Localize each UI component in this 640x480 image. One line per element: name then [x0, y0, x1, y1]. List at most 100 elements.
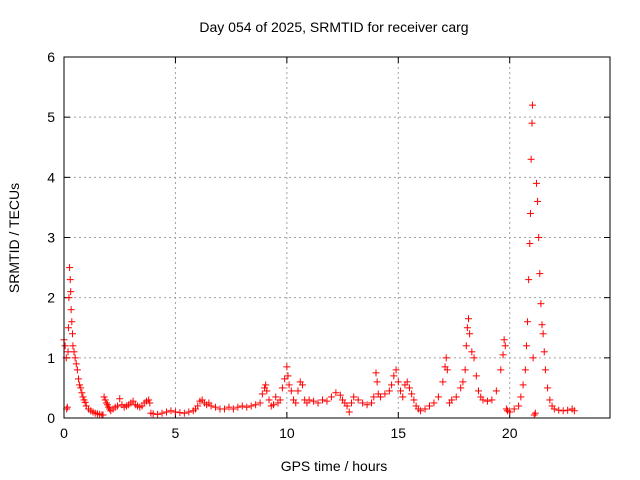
- data-point: [368, 399, 376, 407]
- data-point: [67, 288, 75, 296]
- data-point: [292, 399, 300, 407]
- data-point: [64, 348, 72, 356]
- data-point: [448, 396, 456, 404]
- y-axis-label: SRMTID / TECUs: [6, 183, 22, 293]
- data-point: [81, 398, 89, 406]
- y-tick-label: 4: [47, 169, 55, 185]
- data-point: [281, 375, 289, 383]
- data-point: [525, 276, 533, 284]
- data-point: [100, 393, 108, 401]
- grid-lines: [64, 57, 610, 418]
- chart-title: Day 054 of 2025, SRMTID for receiver car…: [199, 19, 468, 35]
- data-point: [425, 402, 433, 410]
- data-point: [468, 348, 476, 356]
- data-point: [373, 378, 381, 386]
- data-point: [185, 408, 193, 416]
- data-point: [305, 396, 313, 404]
- data-point: [559, 407, 567, 415]
- data-point: [343, 402, 351, 410]
- y-tick-label: 2: [47, 290, 55, 306]
- plot-frame: [63, 56, 611, 419]
- y-tick-label: 0: [47, 410, 55, 426]
- data-point: [506, 408, 514, 416]
- data-point: [310, 397, 318, 405]
- data-point: [483, 397, 491, 405]
- data-point: [392, 366, 400, 374]
- data-point: [475, 387, 483, 395]
- data-point: [220, 405, 228, 413]
- data-point: [570, 407, 578, 415]
- data-point: [457, 384, 465, 392]
- data-point: [327, 393, 335, 401]
- data-point: [544, 384, 552, 392]
- data-point: [388, 381, 396, 389]
- data-point: [540, 348, 548, 356]
- x-axis-label: GPS time / hours: [281, 458, 388, 474]
- data-point: [212, 403, 220, 411]
- data-point: [470, 354, 478, 362]
- data-point: [294, 387, 302, 395]
- data-point: [502, 405, 510, 413]
- data-point: [238, 402, 246, 410]
- data-point: [76, 381, 84, 389]
- data-point: [439, 378, 447, 386]
- data-point: [488, 396, 496, 404]
- data-point: [527, 155, 535, 163]
- data-point: [149, 410, 157, 418]
- data-point: [71, 354, 79, 362]
- data-point: [61, 342, 69, 350]
- x-tick-label: 10: [279, 425, 295, 441]
- data-point: [461, 366, 469, 374]
- data-point: [129, 397, 137, 405]
- data-point: [479, 396, 487, 404]
- data-point: [472, 372, 480, 380]
- data-point: [499, 351, 507, 359]
- data-point: [265, 396, 273, 404]
- data-point: [430, 399, 438, 407]
- data-point: [68, 330, 76, 338]
- data-point: [421, 405, 429, 413]
- data-point: [243, 403, 251, 411]
- data-point: [194, 402, 202, 410]
- data-point: [529, 354, 537, 362]
- data-point: [410, 396, 418, 404]
- data-point: [442, 354, 450, 362]
- data-point: [276, 396, 284, 404]
- data-point: [463, 324, 471, 332]
- data-point: [252, 401, 260, 409]
- data-point: [403, 378, 411, 386]
- data-point: [500, 336, 508, 344]
- data-point: [64, 324, 72, 332]
- data-series-srmtid: [60, 101, 578, 419]
- data-point: [550, 405, 558, 413]
- data-point: [314, 399, 322, 407]
- data-point: [405, 384, 413, 392]
- x-tick-label: 15: [390, 425, 406, 441]
- data-point: [526, 209, 534, 217]
- data-point: [526, 240, 534, 248]
- data-point: [359, 399, 367, 407]
- data-point: [287, 387, 295, 395]
- data-point: [522, 342, 530, 350]
- data-point: [269, 401, 277, 409]
- data-point: [158, 409, 166, 417]
- data-point: [519, 381, 527, 389]
- data-point: [390, 372, 398, 380]
- data-point: [546, 396, 554, 404]
- data-point: [530, 411, 538, 419]
- y-tick-label: 5: [47, 109, 55, 125]
- data-point: [154, 410, 162, 418]
- data-point: [564, 406, 572, 414]
- data-point: [283, 363, 291, 371]
- data-point: [532, 179, 540, 187]
- data-point: [510, 405, 518, 413]
- data-point: [63, 403, 71, 411]
- data-point: [247, 402, 255, 410]
- data-point: [381, 390, 389, 398]
- data-point: [370, 393, 378, 401]
- data-point: [113, 402, 121, 410]
- x-tick-label: 5: [172, 425, 180, 441]
- data-point: [79, 393, 87, 401]
- data-point: [332, 389, 340, 397]
- data-point: [234, 403, 242, 411]
